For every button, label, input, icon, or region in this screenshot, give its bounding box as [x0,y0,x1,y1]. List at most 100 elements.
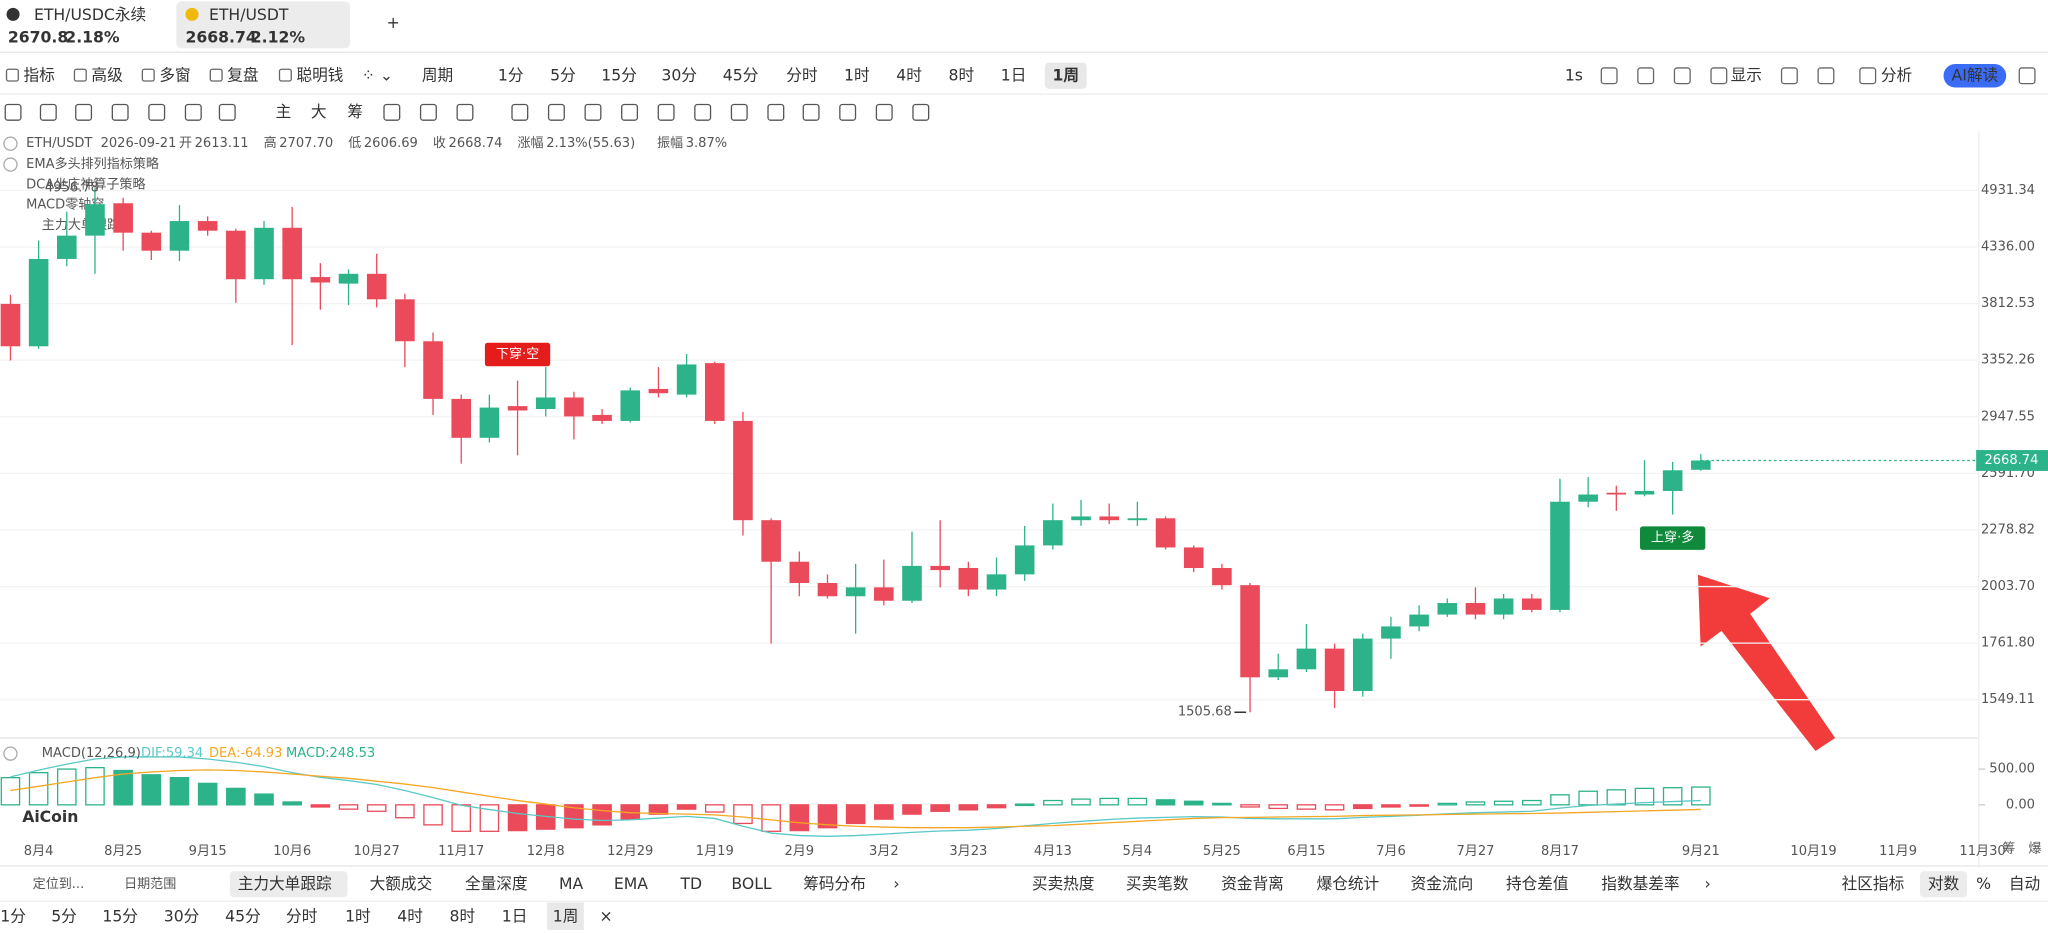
indicator-tab[interactable]: TD [679,874,702,893]
indicator-tab[interactable]: 大额成交 [370,874,433,893]
draw-tool-icon[interactable] [184,103,202,121]
period[interactable]: 8时 [948,65,974,84]
more-arrow[interactable]: › [893,874,899,893]
indicator-tab[interactable]: 资金流向 [1411,874,1474,893]
period[interactable]: 1分 [498,65,524,84]
bottom-left[interactable]: 定位到... [33,877,85,892]
toolbar-icon[interactable] [1859,67,1877,85]
draw-tool-icon[interactable] [419,103,437,121]
toolbar-icon[interactable] [2018,67,2036,85]
draw-tool-icon[interactable] [839,103,857,121]
period-dropdown[interactable]: 周期 [422,65,453,84]
draw-label[interactable]: 主 [276,102,292,121]
bottom-right[interactable]: 对数 [1928,874,1960,893]
period[interactable]: 4时 [397,906,423,925]
indicator-tab[interactable]: 资金背离 [1221,874,1284,893]
toolbar-icon[interactable] [1710,67,1728,85]
draw-tool-icon[interactable] [39,103,57,121]
indicator-tab[interactable]: 主力大单跟踪 [238,874,332,893]
toolbar-icon[interactable] [1780,67,1798,85]
period[interactable]: 分时 [286,906,318,925]
more-arrow[interactable]: › [1704,874,1710,893]
period[interactable]: 1周 [1053,65,1080,84]
tool[interactable]: 聪明钱 [296,65,343,84]
draw-label[interactable]: 筹 [347,102,363,121]
macd-bar [1465,801,1486,806]
tab-name[interactable]: ETH/USDT [209,5,289,24]
period[interactable]: 1分 [0,906,26,925]
indicator-tab[interactable]: 筹码分布 [803,874,866,893]
indicator-tab[interactable]: EMA [614,874,648,893]
period[interactable]: 45分 [225,906,261,925]
close-button[interactable]: × [599,906,612,925]
bottom-right[interactable]: 社区指标 [1842,874,1905,893]
bottom-right[interactable]: % [1976,874,1991,893]
indicator-tab[interactable]: 爆仓统计 [1317,874,1380,893]
tab-name[interactable]: ETH/USDC永续 [34,5,146,24]
period[interactable]: 1日 [502,906,528,925]
draw-tool-icon[interactable] [875,103,893,121]
indicator-tab[interactable]: 指数基差率 [1601,874,1679,893]
quote-label: 高 [264,135,277,151]
toolbar-icon[interactable] [1600,67,1618,85]
period[interactable]: 30分 [661,65,697,84]
tool[interactable]: 指标 [24,65,55,84]
period[interactable]: 15分 [601,65,637,84]
indicator[interactable]: DCA坐庄神算子策略 [26,176,145,192]
toolbar-icon[interactable] [1673,67,1691,85]
draw-tool-icon[interactable] [584,103,602,121]
indicator-tab[interactable]: BOLL [731,874,772,893]
tool[interactable]: 多窗 [159,65,190,84]
period[interactable]: 45分 [723,65,759,84]
draw-tool-icon[interactable] [547,103,565,121]
tool[interactable]: 复盘 [227,65,258,84]
draw-tool-icon[interactable] [767,103,785,121]
period[interactable]: 15分 [102,906,138,925]
period[interactable]: 1日 [1001,65,1027,84]
draw-tool-icon[interactable] [730,103,748,121]
draw-tool-icon[interactable] [4,103,22,121]
draw-tool-icon[interactable] [383,103,401,121]
draw-label[interactable]: 大 [311,102,327,121]
draw-tool-icon[interactable] [111,103,129,121]
period[interactable]: 30分 [164,906,200,925]
bottom-left[interactable]: 日期范围 [124,877,176,892]
indicator[interactable]: EMA多头排列指标策略 [26,156,159,172]
toolbar-icon[interactable] [1817,67,1835,85]
indicator[interactable]: 主力大单跟踪 [42,218,120,233]
toolbar-right[interactable]: 1s [1565,65,1583,84]
draw-tool-icon[interactable] [912,103,930,121]
draw-tool-icon[interactable] [694,103,712,121]
period[interactable]: 8时 [450,906,476,925]
draw-tool-icon[interactable] [456,103,474,121]
period[interactable]: 4时 [896,65,922,84]
indicator[interactable]: MACD零轴穿 [26,197,104,213]
draw-tool-icon[interactable] [802,103,820,121]
indicator-tab[interactable]: 买卖热度 [1032,874,1095,893]
period[interactable]: 1时 [844,65,870,84]
indicator-tab[interactable]: 持仓差值 [1506,874,1569,893]
draw-tool-icon[interactable] [511,103,529,121]
period[interactable]: 5分 [550,65,576,84]
period[interactable]: 1周 [553,906,579,925]
indicator-tab[interactable]: 全量深度 [465,874,528,893]
period[interactable]: 5分 [51,906,77,925]
toolbar-icon[interactable] [1637,67,1655,85]
period[interactable]: 1时 [345,906,371,925]
ai-button[interactable] [1943,64,2007,88]
draw-tool-icon[interactable] [148,103,166,121]
toolbar-right[interactable]: 分析 [1881,65,1912,84]
draw-tool-icon[interactable] [657,103,675,121]
draw-tool-icon[interactable] [621,103,639,121]
draw-tool-icon[interactable] [218,103,236,121]
indicator-tab[interactable]: MA [559,874,584,893]
period[interactable]: 分时 [786,65,818,84]
add-tab[interactable]: + [387,13,400,32]
toolbar-right[interactable]: AI解读 [1952,65,1999,84]
toolbar-right[interactable]: 显示 [1731,65,1762,84]
tool[interactable]: 高级 [91,65,123,84]
indicator-tab[interactable]: 买卖笔数 [1126,874,1189,893]
y-tick-label: 1761.80 [1981,636,2035,651]
bottom-right[interactable]: 自动 [2009,874,2040,893]
draw-tool-icon[interactable] [75,103,93,121]
